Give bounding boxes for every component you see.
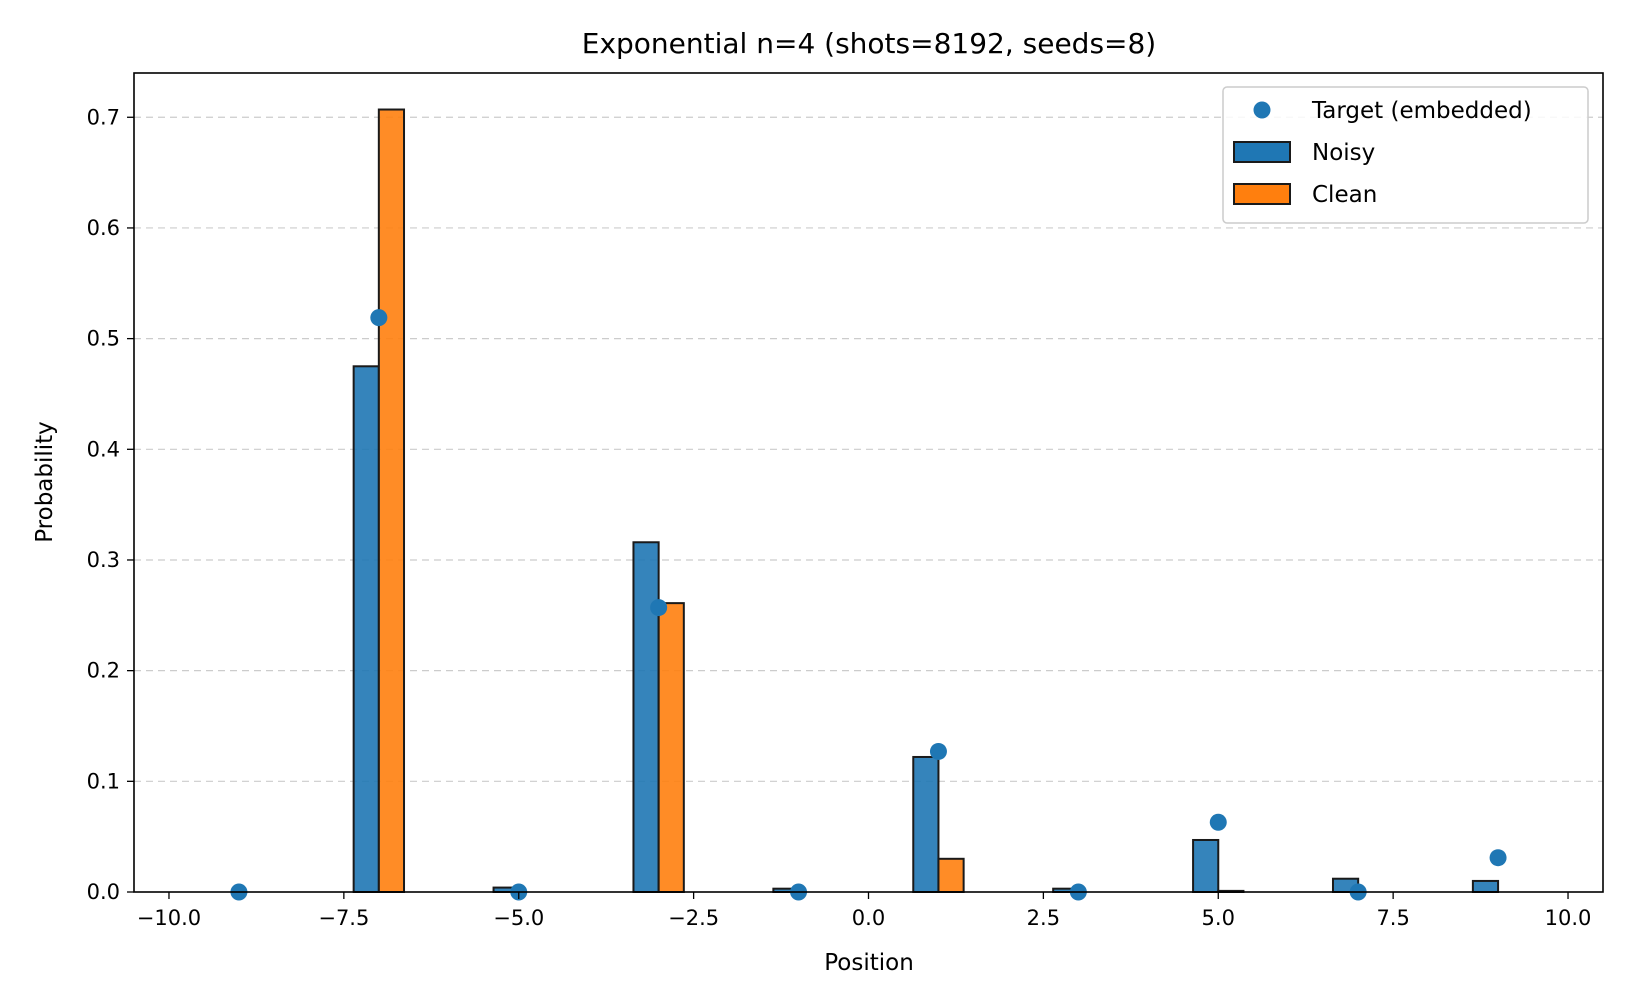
y-tick-label-3: 0.3 [87, 548, 120, 572]
x-tick-label-6: 5.0 [1202, 906, 1235, 930]
x-tick-label-4: 0.0 [852, 906, 885, 930]
legend-label-noisy: Noisy [1312, 140, 1375, 166]
legend-marker-target [1253, 101, 1271, 119]
bar-clean-3 [657, 602, 685, 893]
bar-noisy-9 [1471, 879, 1500, 894]
y-tick-label-1: 0.1 [87, 769, 120, 793]
x-tick-label-7: 7.5 [1376, 906, 1409, 930]
target-point-5 [929, 742, 947, 760]
bar-clean-5 [937, 857, 965, 894]
y-axis-label: Probability [32, 421, 58, 543]
x-axis-ticks: −10.0 −7.5 −5.0 −2.5 0.0 2.5 5.0 7.5 10.0 [137, 892, 1592, 930]
x-tick-label-5: 2.5 [1027, 906, 1060, 930]
bar-clean-1 [377, 108, 406, 894]
y-tick-label-5: 0.5 [87, 327, 120, 351]
legend-label-target: Target (embedded) [1311, 98, 1532, 124]
target-point-3 [650, 599, 668, 617]
legend-box [1222, 86, 1589, 224]
bar-noisy-7 [1192, 838, 1220, 893]
target-point-9 [1489, 849, 1507, 867]
y-tick-label-0: 0.0 [87, 880, 120, 904]
y-tick-label-6: 0.6 [87, 216, 120, 240]
chart-title: Exponential n=4 (shots=8192, seeds=8) [582, 27, 1156, 60]
bar-noisy-5 [912, 755, 940, 893]
target-point-7 [1209, 813, 1227, 831]
x-tick-label-8: 10.0 [1545, 906, 1592, 930]
legend: Target (embedded) Noisy Clean [1222, 86, 1589, 224]
target-point-1 [370, 309, 388, 327]
x-axis-label: Position [824, 950, 914, 976]
x-tick-label-0: −10.0 [137, 906, 201, 930]
legend-label-clean: Clean [1312, 182, 1377, 208]
y-tick-label-4: 0.4 [87, 437, 120, 461]
y-axis-ticks: 0.0 0.1 0.2 0.3 0.4 0.5 0.6 0.7 [87, 105, 134, 904]
x-tick-label-2: −5.0 [493, 906, 544, 930]
bars [352, 108, 1500, 894]
y-tick-label-7: 0.7 [87, 105, 120, 129]
legend-patch-noisy [1233, 141, 1291, 163]
legend-patch-clean [1233, 183, 1291, 205]
bar-noisy-1 [352, 365, 380, 893]
x-tick-label-3: −2.5 [668, 906, 719, 930]
y-tick-label-2: 0.2 [87, 659, 120, 683]
target-points [230, 309, 1507, 901]
bar-noisy-3 [632, 541, 660, 894]
x-tick-label-1: −7.5 [318, 906, 369, 930]
